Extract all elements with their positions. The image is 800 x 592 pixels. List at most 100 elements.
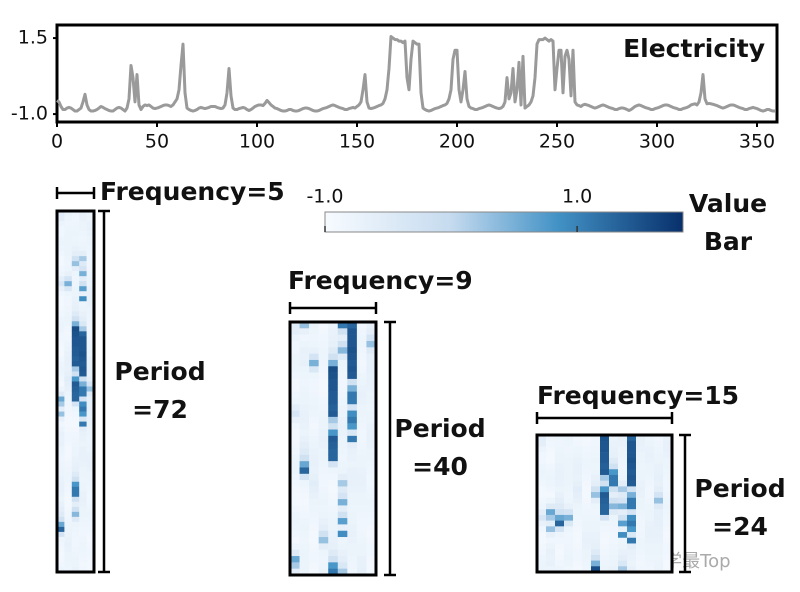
heatmap-cell	[79, 471, 87, 478]
heatmap-cell	[64, 246, 73, 252]
heatmap-cell	[555, 480, 565, 487]
heatmap-cell	[71, 221, 80, 227]
heatmap-cell	[663, 440, 673, 447]
heatmap-cell	[366, 480, 377, 487]
heatmap-cell	[64, 436, 73, 442]
heatmap-cell	[654, 492, 664, 499]
heatmap-cell	[64, 276, 73, 282]
heatmap-cell	[546, 457, 556, 464]
heatmap-cell	[356, 467, 367, 475]
heatmap-cell	[79, 421, 87, 427]
heatmap-cell	[299, 410, 310, 418]
heatmap-cell	[328, 359, 339, 367]
x-tick-label: 150	[339, 131, 375, 153]
heatmap-cell	[337, 524, 348, 532]
heatmap-cell	[537, 554, 547, 561]
heatmap-cell	[71, 476, 80, 483]
heatmap-cell	[290, 454, 300, 462]
heatmap-cell	[537, 446, 547, 453]
heatmap-cell	[79, 261, 87, 267]
heatmap-cell	[328, 454, 339, 462]
heatmap-cell	[356, 378, 367, 386]
heatmap-cell	[591, 452, 601, 459]
heatmap-cell	[290, 549, 300, 557]
heatmap-cell	[290, 467, 300, 475]
heatmap-cell	[366, 404, 377, 411]
heatmap-cell	[318, 467, 329, 475]
heatmap-cell	[318, 353, 329, 361]
heatmap-cell	[609, 520, 619, 527]
heatmap-cell	[309, 537, 319, 544]
heatmap-cell	[654, 549, 664, 556]
heatmap-cell	[79, 266, 87, 272]
heatmap-cell	[555, 474, 565, 481]
heatmap-cell	[79, 211, 87, 217]
heatmap-cell	[57, 291, 65, 297]
heatmap-cell	[627, 509, 637, 516]
heatmap-cell	[79, 286, 87, 292]
x-tick-label: 200	[439, 131, 475, 153]
heatmap-frame	[55, 209, 96, 574]
heatmap-cell	[71, 256, 80, 262]
heatmap-cell	[366, 347, 377, 354]
heatmap-cell	[627, 492, 637, 499]
heatmap-cell	[366, 385, 377, 392]
heatmap-cell	[618, 520, 628, 527]
heatmap-cell	[366, 416, 377, 424]
heatmap-cell	[71, 471, 80, 478]
heatmap-cell	[564, 532, 574, 539]
heatmap-cell	[618, 543, 628, 550]
heatmap-cell	[366, 423, 377, 430]
heatmap-cell	[347, 543, 358, 550]
heatmap-cell	[591, 474, 601, 481]
heatmap-cell	[57, 241, 65, 247]
heatmap-cell	[356, 505, 367, 513]
heatmap-cell	[555, 514, 565, 521]
heatmap-cell	[299, 416, 310, 424]
heatmap-cell	[71, 421, 80, 427]
heatmap-cell	[645, 520, 655, 527]
heatmap-cell	[328, 435, 339, 443]
heatmap-cell	[663, 435, 673, 442]
heatmap-cell	[79, 406, 87, 412]
heatmap-cell	[663, 463, 673, 470]
heatmap-cell	[71, 416, 80, 422]
heatmap-cell	[318, 530, 329, 538]
heatmap-cell	[318, 385, 329, 392]
heatmap-cell	[57, 521, 65, 528]
heatmap-cell	[663, 532, 673, 539]
heatmap-cell	[356, 543, 367, 550]
heatmap-cell	[64, 331, 73, 337]
heatmap-cell	[57, 421, 65, 427]
heatmap-cell	[57, 331, 65, 337]
heatmap-cell	[71, 431, 80, 437]
heatmap-cell	[347, 397, 358, 405]
heatmap-cell	[290, 486, 300, 494]
heatmap-cell	[636, 537, 646, 544]
heatmap-cell	[645, 509, 655, 516]
heatmap-cell	[309, 467, 319, 475]
heatmap-cell	[366, 429, 377, 437]
heatmap-cell	[654, 446, 664, 453]
heatmap-cell	[64, 291, 73, 297]
heatmap-cell	[591, 549, 601, 556]
heatmap-cell	[64, 316, 73, 322]
heatmap-cell	[86, 351, 95, 357]
heatmap-cell	[79, 476, 87, 483]
heatmap-cell	[356, 416, 367, 424]
heatmap-cell	[347, 473, 358, 481]
heatmap-cell	[86, 211, 95, 217]
heatmap-cell	[57, 301, 65, 307]
heatmap-cell	[328, 473, 339, 481]
heatmap-cell	[366, 524, 377, 532]
heatmap-cell	[609, 532, 619, 539]
heatmap-cell	[86, 271, 95, 277]
heatmap-cell	[86, 446, 95, 452]
heatmap-cell	[318, 366, 329, 373]
period-label: =40	[412, 452, 468, 481]
heatmap-cell	[347, 530, 358, 538]
heatmap-cell	[636, 503, 646, 510]
heatmap-cell	[57, 446, 65, 452]
heatmap-cell	[663, 514, 673, 521]
heatmap-cell	[564, 537, 574, 544]
